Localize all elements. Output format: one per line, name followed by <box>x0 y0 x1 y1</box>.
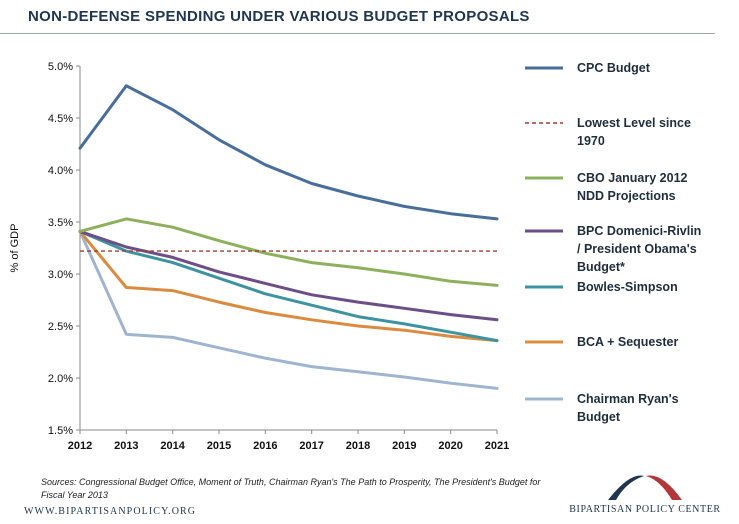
legend-label: CBO January 2012 <box>577 171 688 185</box>
series-line <box>78 229 499 343</box>
chart-title: NON-DEFENSE SPENDING UNDER VARIOUS BUDGE… <box>28 8 530 25</box>
y-tick-label: 5.0% <box>48 61 73 73</box>
y-tick-label: 4.0% <box>48 165 73 177</box>
logo-arc-icon <box>608 475 682 500</box>
legend-label: Chairman Ryan's <box>577 392 679 406</box>
legend-label: Lowest Level since <box>577 116 691 130</box>
y-tick-label: 1.5% <box>48 425 73 437</box>
x-tick-label: 2017 <box>299 440 323 452</box>
series-line <box>78 229 499 322</box>
series-line <box>78 229 499 390</box>
x-tick-label: 2012 <box>68 440 92 452</box>
legend: CPC Budget Lowest Level since 1970 CBO Janu… <box>525 61 701 424</box>
y-axis-label: % of GDP <box>9 224 21 273</box>
bpc-logo: BIPARTISAN POLICY CENTER <box>560 470 730 520</box>
series-lines <box>78 84 499 390</box>
axes: 1.5% 2.0% 2.5% 3.0% 3.5% 4.0% 4.5% 5.0% 2012 2013… <box>9 61 509 452</box>
x-tick-label: 2020 <box>438 440 462 452</box>
x-tick-label: 2015 <box>207 440 231 452</box>
line-chart: 1.5% 2.0% 2.5% 3.0% 3.5% 4.0% 4.5% 5.0% 2012 2013… <box>9 61 701 452</box>
legend-label: BPC Domenici-Rivlin <box>577 224 701 238</box>
y-tick-label: 3.0% <box>48 269 73 281</box>
y-tick-label: 3.5% <box>48 217 73 229</box>
title-divider <box>0 33 715 34</box>
legend-label: BCA + Sequester <box>577 335 678 349</box>
series-line <box>78 84 499 221</box>
x-tick-label: 2016 <box>253 440 277 452</box>
legend-label: / President Obama's <box>577 242 697 256</box>
series-line <box>78 217 499 287</box>
y-tick-label: 2.0% <box>48 373 73 385</box>
x-tick-label: 2021 <box>485 440 509 452</box>
legend-label: Budget <box>577 410 621 424</box>
legend-label: Bowles-Simpson <box>577 280 678 294</box>
legend-label: 1970 <box>577 134 605 148</box>
x-tick-label: 2019 <box>392 440 416 452</box>
y-tick-label: 2.5% <box>48 321 73 333</box>
legend-label: NDD Projections <box>577 189 676 203</box>
website-url[interactable]: WWW.BIPARTISANPOLICY.ORG <box>24 506 197 517</box>
x-tick-label: 2013 <box>114 440 138 452</box>
x-tick-label: 2018 <box>346 440 370 452</box>
series-line <box>78 229 499 343</box>
y-tick-label: 4.5% <box>48 113 73 125</box>
legend-label: Budget* <box>577 260 625 274</box>
logo-text: BIPARTISAN POLICY CENTER <box>569 504 721 515</box>
x-tick-label: 2014 <box>160 440 185 452</box>
legend-label: CPC Budget <box>577 61 651 75</box>
source-note: Sources: Congressional Budget Office, Mo… <box>41 477 541 500</box>
